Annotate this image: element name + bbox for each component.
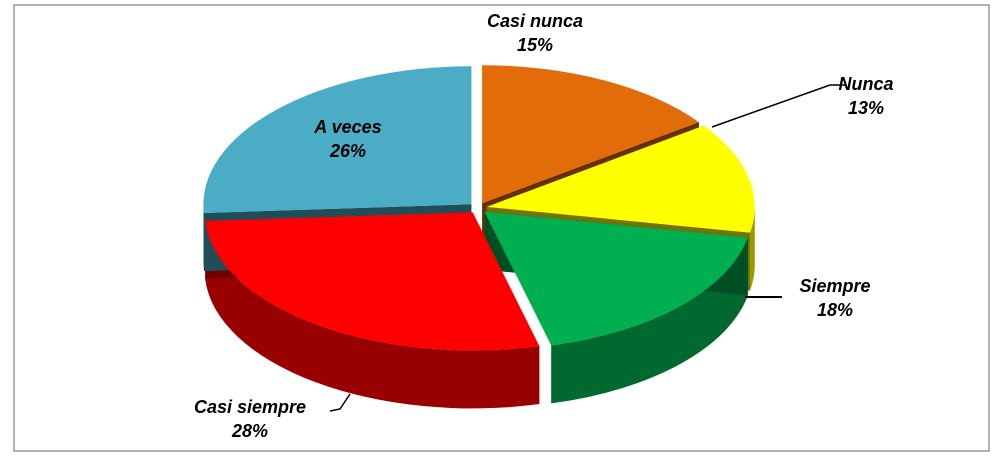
slice-label: Siempre [799,276,870,296]
slice [203,66,472,213]
slice-value-label: 26% [329,141,366,161]
slice-label: Casi nunca [487,11,583,31]
slice-side [205,221,540,409]
slice-side-shade [750,206,755,291]
slice [486,125,755,233]
slice-value-label: 13% [848,98,884,118]
slice-side [750,206,755,291]
slice-side-shade [551,237,748,404]
slice-side-shade [203,204,204,271]
slice-side-shade [205,221,540,409]
leader-line [329,393,351,412]
pie-tops [203,65,755,351]
slice [482,65,699,204]
slice-value-label: 28% [231,421,268,441]
slice [484,211,748,346]
slice-side [551,237,748,404]
slice-label: Casi siempre [194,397,306,417]
slice-value-label: 15% [517,35,553,55]
leader-line [711,84,845,128]
slice-label: Nunca [838,74,893,94]
slice [205,212,540,351]
slice-side [203,204,204,271]
slice-value-label: 18% [817,300,853,320]
slice-label: A veces [313,117,381,137]
pie [203,65,755,409]
